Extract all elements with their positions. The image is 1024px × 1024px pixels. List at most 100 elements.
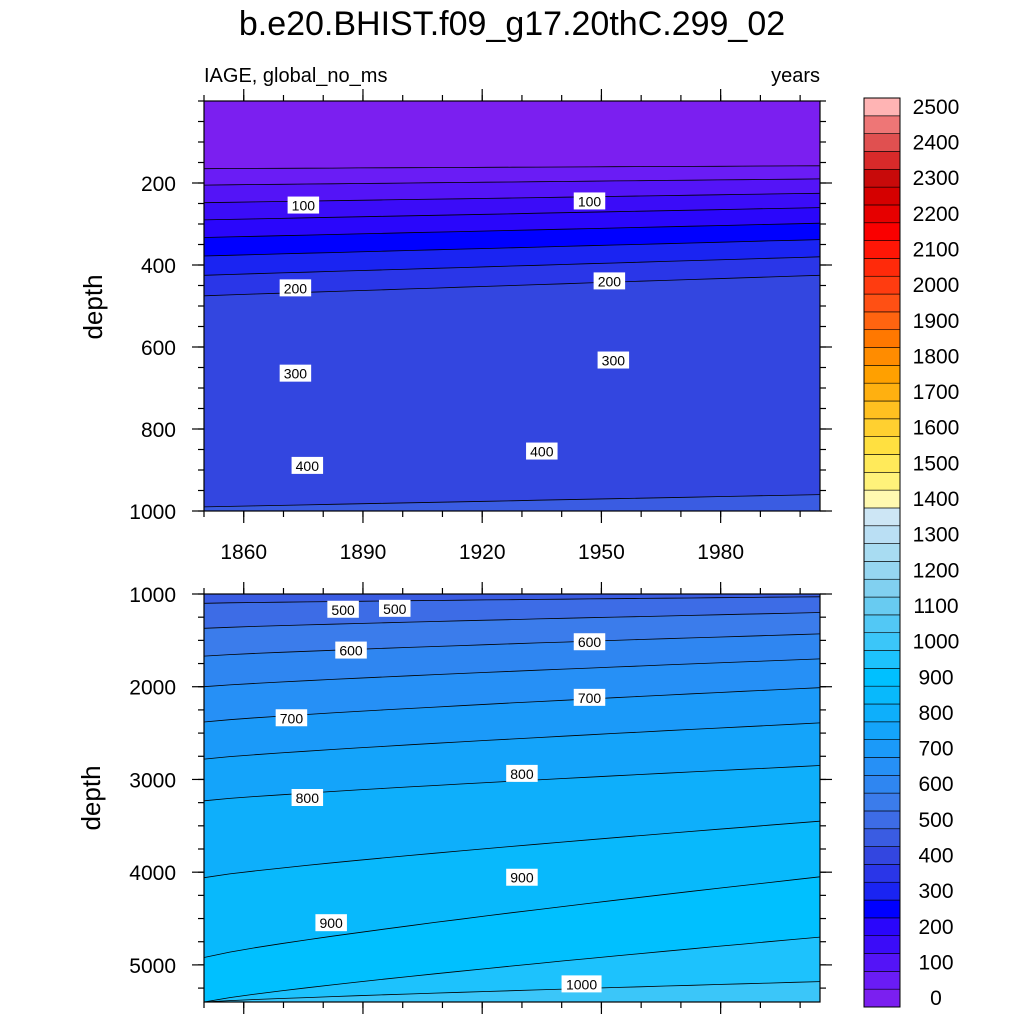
colorbar-label: 1300 <box>913 524 960 547</box>
colorbar-box <box>863 757 901 776</box>
contour-band-450 <box>204 494 820 511</box>
top-ylabel: depth <box>78 274 108 339</box>
x-tick-label: 1860 <box>220 541 267 564</box>
colorbar-label: 2300 <box>913 167 960 190</box>
contour-label: 100 <box>292 198 316 214</box>
contour-label-box <box>597 351 630 369</box>
x-tick-label: 1950 <box>578 541 625 564</box>
contour-label: 900 <box>319 915 343 931</box>
contour-label-box <box>291 789 324 806</box>
contour-label: 800 <box>296 790 320 806</box>
contour-label-box <box>327 600 359 618</box>
colorbar-box <box>863 846 901 865</box>
contour-line-500 <box>204 596 820 604</box>
contour-line-900 <box>204 876 820 958</box>
colorbar-label: 1000 <box>913 631 960 654</box>
colorbar-label: 2400 <box>913 132 960 155</box>
colorbar-label: 2000 <box>913 274 960 297</box>
colorbar-box <box>863 810 901 830</box>
y-tick-label: 600 <box>141 337 176 360</box>
colorbar-box <box>863 454 901 473</box>
contour-label-box <box>335 641 367 659</box>
colorbar-box <box>863 382 901 402</box>
colorbar-label: 900 <box>918 666 953 689</box>
contour-line-650 <box>204 658 820 688</box>
contour-label: 200 <box>284 280 308 296</box>
colorbar-box <box>863 507 901 527</box>
colorbar-box <box>863 917 901 937</box>
colorbar-box <box>863 632 901 651</box>
colorbar-box <box>863 489 901 509</box>
colorbar-box <box>863 115 901 134</box>
contour-label: 700 <box>578 690 602 706</box>
contour-line-50 <box>204 165 820 170</box>
contour-line-100 <box>204 178 820 186</box>
contour-label: 100 <box>578 193 602 209</box>
colorbar-box <box>863 668 901 687</box>
colorbar-box <box>863 596 901 616</box>
contour-label-box <box>573 688 606 706</box>
colorbar-label: 1100 <box>913 595 958 618</box>
contour-label-box <box>279 279 312 297</box>
colorbar-box <box>863 311 901 331</box>
right-string: years <box>771 65 820 87</box>
colorbar-label: 300 <box>918 880 953 903</box>
colorbar-box <box>863 329 901 348</box>
contour-band-400 <box>204 275 820 511</box>
contour-label-box <box>526 442 558 460</box>
contour-line-1000 <box>204 981 820 1002</box>
colorbar-box <box>863 400 901 420</box>
colorbar-label: 100 <box>918 951 953 974</box>
colorbar-box <box>863 988 901 1008</box>
colorbar-box <box>863 614 901 634</box>
colorbar-box <box>863 418 901 437</box>
colorbar-box <box>863 828 901 847</box>
contour-label-box <box>315 914 347 932</box>
contour-label: 400 <box>296 458 320 474</box>
colorbar-label: 2500 <box>913 96 960 119</box>
bottom-panel: 500 500 600 600 700 700 800 800 900 900 1000 1000 20… <box>129 582 832 1014</box>
contour-line-450 <box>204 494 820 508</box>
x-tick-label: 1980 <box>697 541 744 564</box>
colorbar-label: 2100 <box>913 239 960 262</box>
y-tick-label: 4000 <box>129 862 176 885</box>
bottom-ylabel: depth <box>76 765 106 830</box>
contour-label-box <box>561 975 602 993</box>
left-string: IAGE, global_no_ms <box>204 65 387 87</box>
contour-label: 1000 <box>566 976 597 992</box>
contour-line-750 <box>204 722 820 760</box>
colorbar-box <box>863 525 901 544</box>
colorbar-box <box>863 204 901 224</box>
colorbar-label: 800 <box>918 702 953 725</box>
colorbar-box <box>863 935 901 954</box>
contour-label-box <box>573 633 606 651</box>
contour-label: 300 <box>602 353 626 369</box>
contour-label: 500 <box>383 601 407 617</box>
colorbar-box <box>863 133 901 152</box>
contour-line-350 <box>204 256 820 276</box>
contour-label: 400 <box>530 444 554 460</box>
contour-band-1000 <box>204 981 820 1002</box>
y-tick-label: 1000 <box>129 501 176 524</box>
colorbar-label: 1400 <box>913 488 960 511</box>
colorbar-label: 400 <box>918 845 953 868</box>
colorbar-box <box>863 864 901 883</box>
colorbar-box <box>863 275 901 295</box>
y-tick-label: 1000 <box>129 584 176 607</box>
colorbar-label: 1500 <box>913 452 960 475</box>
colorbar-box <box>863 899 901 919</box>
colorbar-box <box>863 97 901 117</box>
colorbar-box <box>863 258 901 277</box>
colorbar-box <box>863 436 901 455</box>
contour-label: 700 <box>280 710 304 726</box>
colorbar-box <box>863 186 901 206</box>
chart-title: b.e20.BHIST.f09_g17.20thC.299_02 <box>239 5 785 43</box>
colorbar: 0 100 200 300 400 500 600 700 800 900 1000 1100 1200… <box>863 96 960 1010</box>
x-tick-label: 1920 <box>459 541 506 564</box>
contour-label-box <box>275 709 308 727</box>
colorbar-box <box>863 543 901 562</box>
contour-label-box <box>279 364 312 382</box>
contour-label: 200 <box>598 273 622 289</box>
contour-label-box <box>506 868 538 886</box>
colorbar-label: 1800 <box>913 345 960 368</box>
